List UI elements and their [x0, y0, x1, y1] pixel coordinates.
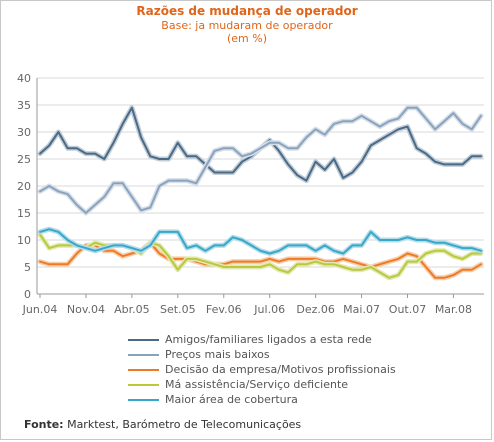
legend-label: Decisão da empresa/Motivos profissionais — [165, 363, 396, 376]
x-tick-label: Mar.08 — [435, 303, 472, 316]
source-text: Marktest, Barómetro de Telecomunicações — [67, 418, 302, 431]
y-tick-label: 20 — [17, 180, 31, 193]
legend-label: Maior área de cobertura — [165, 393, 298, 406]
x-tick-label: Set.05 — [160, 303, 196, 316]
legend-swatch — [128, 398, 159, 401]
source-label: Fonte: — [24, 418, 64, 431]
x-tick-label: Mai.07 — [343, 303, 380, 316]
x-tick-label: Fev.06 — [206, 303, 242, 316]
legend-item: Maior área de cobertura — [128, 392, 396, 407]
x-tick-label: Jul.06 — [253, 303, 285, 316]
y-tick-label: 15 — [17, 207, 31, 220]
y-tick-label: 10 — [17, 234, 31, 247]
x-tick-label: Jun.04 — [22, 303, 58, 316]
x-tick-label: Nov.04 — [67, 303, 105, 316]
y-tick-label: 25 — [17, 153, 31, 166]
chart-subtitle-unit: (em %) — [226, 32, 267, 45]
x-tick-label: Dez.06 — [296, 303, 335, 316]
series-line-2 — [39, 241, 482, 279]
legend-swatch — [128, 368, 159, 371]
legend-swatch — [128, 353, 159, 356]
legend-item: Amigos/familiares ligados a esta rede — [128, 332, 396, 347]
y-tick-label: 0 — [24, 288, 31, 301]
x-tick-label: Abr.05 — [114, 303, 150, 316]
legend-swatch — [128, 338, 159, 341]
legend-item: Decisão da empresa/Motivos profissionais — [128, 362, 396, 377]
series-line-4 — [39, 228, 482, 255]
legend-swatch — [128, 383, 159, 386]
chart-subtitle: Base: ja mudaram de operador — [161, 19, 333, 32]
chart-titles: Razões de mudança de operador Base: ja m… — [0, 4, 494, 45]
chart-title: Razões de mudança de operador — [136, 4, 358, 18]
legend-item: Preços mais baixos — [128, 347, 396, 362]
y-tick-label: 40 — [17, 72, 31, 85]
legend-label: Amigos/familiares ligados a esta rede — [165, 333, 372, 346]
legend-item: Má assistência/Serviço deficiente — [128, 377, 396, 392]
legend-label: Má assistência/Serviço deficiente — [165, 378, 349, 391]
series-line-1 — [39, 106, 482, 214]
legend-label: Preços mais baixos — [165, 348, 270, 361]
source-note: Fonte: Marktest, Barómetro de Telecomuni… — [24, 418, 301, 431]
y-tick-label: 5 — [24, 261, 31, 274]
y-tick-label: 35 — [17, 99, 31, 112]
x-tick-label: Out.07 — [389, 303, 426, 316]
chart-legend: Amigos/familiares ligados a esta rede Pre… — [128, 332, 396, 407]
y-tick-label: 30 — [17, 126, 31, 139]
